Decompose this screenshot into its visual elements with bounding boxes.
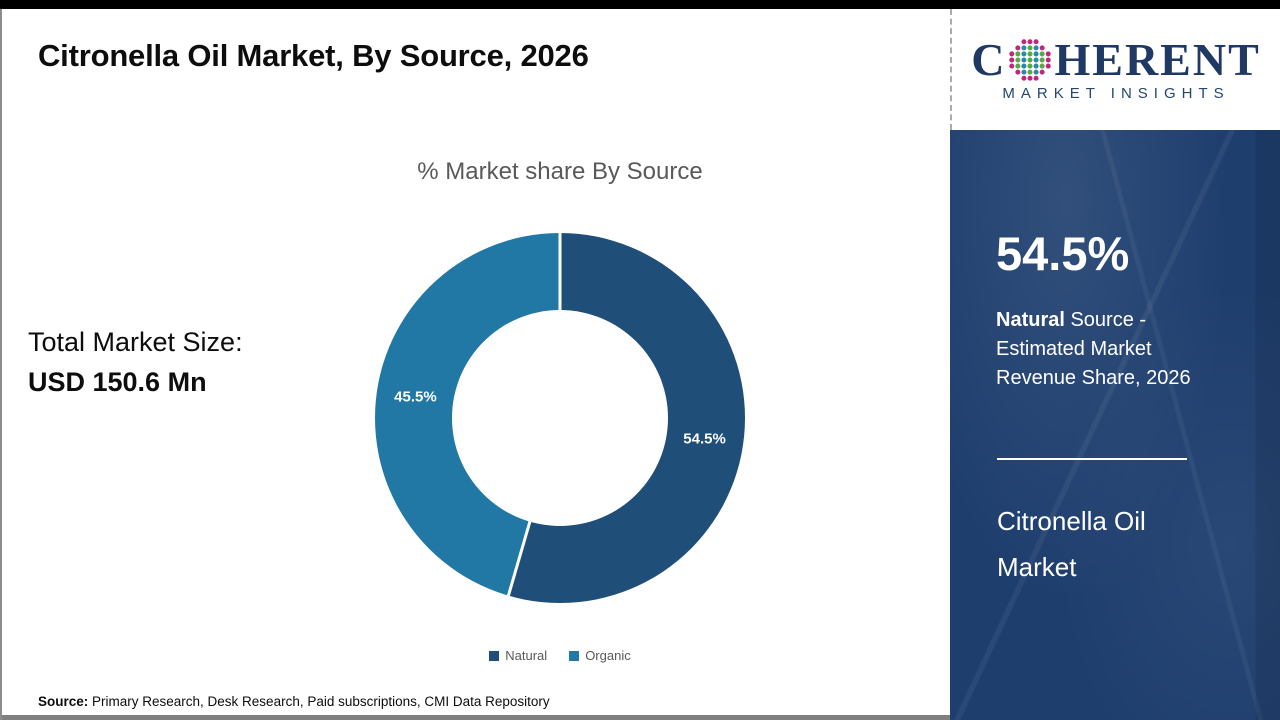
chart-legend: Natural Organic — [375, 648, 745, 663]
top-border-bar — [0, 0, 1280, 9]
segment-label-organic: 45.5% — [394, 388, 437, 406]
legend-item-organic: Organic — [569, 648, 631, 663]
total-market-size-value: USD 150.6 Mn — [28, 367, 207, 397]
legend-item-natural: Natural — [489, 648, 547, 663]
segment-label-natural: 54.5% — [683, 430, 726, 448]
donut-hole — [452, 310, 668, 526]
panel-divider-line — [997, 458, 1187, 460]
stat-desc-bold: Natural — [996, 309, 1065, 331]
coherent-globe-icon — [1009, 38, 1052, 81]
highlight-stat-description: Natural Source - Estimated Market Revenu… — [996, 306, 1216, 393]
coherent-logo: C HERENT MARKET INSIGHTS — [950, 9, 1280, 130]
world-map-texture — [950, 130, 1280, 720]
left-border-bar — [0, 9, 2, 720]
bottom-border-bar — [0, 715, 1280, 720]
highlight-stat-value: 54.5% — [996, 227, 1130, 280]
stat-desc-rest: Source - Estimated Market Revenue Share,… — [996, 309, 1191, 389]
source-attribution: Source: Primary Research, Desk Research,… — [38, 694, 550, 709]
legend-label-organic: Organic — [585, 648, 631, 663]
legend-swatch-organic — [569, 650, 580, 661]
wordmark-c: C — [971, 33, 1007, 85]
total-market-size-label: Total Market Size: — [28, 327, 243, 357]
market-name: Citronella Oil Market — [997, 498, 1146, 590]
right-info-panel: 54.5% Natural Source - Estimated Market … — [950, 130, 1280, 720]
source-label: Source: — [38, 694, 89, 709]
legend-swatch-natural — [489, 650, 500, 661]
page-title: Citronella Oil Market, By Source, 2026 — [38, 38, 589, 73]
chart-title: % Market share By Source — [417, 158, 703, 185]
legend-label-natural: Natural — [505, 648, 548, 663]
total-market-size-block: Total Market Size: USD 150.6 Mn — [28, 322, 243, 402]
donut-chart: 54.5% 45.5% — [375, 233, 745, 603]
market-name-line2: Market — [997, 552, 1077, 582]
coherent-subtitle: MARKET INSIGHTS — [1002, 84, 1230, 102]
source-text: Primary Research, Desk Research, Paid su… — [88, 694, 550, 709]
coherent-wordmark: C HERENT — [971, 33, 1261, 85]
market-name-line1: Citronella Oil — [997, 506, 1146, 536]
wordmark-herent: HERENT — [1054, 33, 1261, 85]
